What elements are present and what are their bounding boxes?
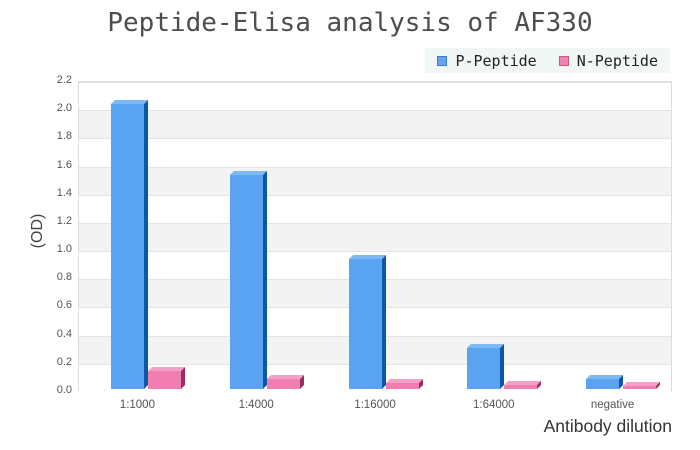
y-tick-label: 1.2 (56, 214, 72, 227)
legend-label: P-Peptide (455, 51, 537, 70)
x-tick-label: 1:1000 (119, 399, 155, 411)
x-axis-title: Antibody dilution (543, 416, 672, 436)
bar-n-peptide-11000 (148, 367, 185, 389)
grid-band (79, 194, 671, 223)
y-tick-label: 0.8 (56, 271, 72, 284)
bar-n-peptide-164000 (504, 381, 541, 389)
y-tick-label: 1.0 (56, 243, 72, 256)
bar-n-peptide-14000 (267, 375, 304, 389)
bar-side-face (500, 344, 504, 389)
x-tick-label: negative (590, 399, 635, 411)
plot-area (78, 81, 672, 392)
bar-front-face (349, 259, 382, 389)
bar-front-face (230, 175, 263, 389)
bar-front-face (623, 386, 656, 389)
bar-front-face (386, 383, 419, 389)
bar-front-face (148, 371, 181, 389)
y-tick-label: 0.6 (56, 299, 72, 312)
y-tick-label: 1.4 (56, 186, 72, 199)
y-tick-label: 1.6 (56, 158, 72, 171)
bar-n-peptide-116000 (386, 379, 423, 389)
y-tick-label: 2.2 (56, 74, 72, 86)
bar-side-face (263, 171, 267, 389)
y-tick-label: 1.8 (56, 130, 72, 143)
bar-p-peptide-11000 (111, 100, 148, 389)
bar-front-face (467, 348, 500, 389)
x-tick-label: 1:64000 (473, 399, 515, 411)
y-tick-label: 2.0 (56, 102, 72, 115)
bar-p-peptide-negative (586, 375, 623, 389)
grid-band (79, 138, 671, 167)
legend: P-Peptide N-Peptide (425, 48, 670, 73)
grid-band (79, 222, 671, 252)
x-tick-label: 1:4000 (238, 399, 274, 411)
y-tick-label: 0.0 (56, 384, 72, 396)
legend-swatch-icon (437, 55, 448, 66)
bar-side-face (144, 100, 148, 389)
legend-label: N-Peptide (576, 51, 658, 70)
grid-band (79, 82, 671, 111)
legend-item-p-peptide: P-Peptide (437, 51, 537, 70)
grid-band (79, 166, 671, 195)
bar-front-face (267, 379, 300, 389)
bar-p-peptide-164000 (467, 344, 504, 389)
bar-n-peptide-negative (623, 382, 660, 389)
bar-front-face (111, 104, 144, 389)
legend-item-n-peptide: N-Peptide (558, 51, 658, 70)
bar-p-peptide-116000 (349, 255, 386, 389)
bar-side-face (382, 255, 386, 389)
bar-p-peptide-14000 (230, 171, 267, 389)
bar-front-face (504, 385, 537, 389)
chart-title: Peptide-Elisa analysis of AF330 (107, 8, 593, 38)
y-tick-label: 0.2 (56, 355, 72, 368)
grid-band (79, 110, 671, 139)
legend-swatch-icon (558, 55, 569, 66)
bar-front-face (586, 379, 619, 389)
y-tick-label: 0.4 (56, 327, 72, 340)
x-tick-label: 1:16000 (354, 399, 396, 411)
